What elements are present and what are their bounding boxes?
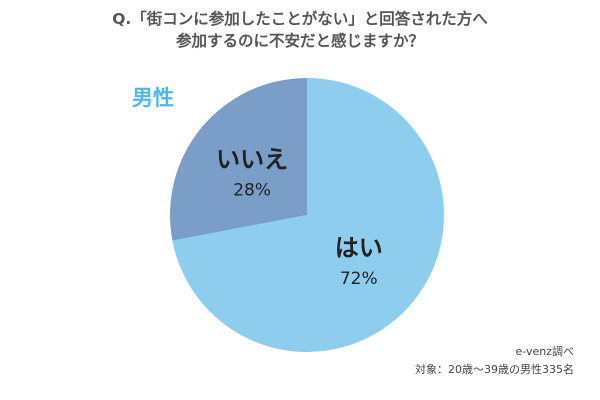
chart-title-line-1: Q.「街コンに参加したことがない」と回答された方へ: [112, 10, 488, 28]
source-note: e-venz調べ 対象：20歳〜39歳の男性335名: [415, 343, 574, 379]
pie-slice-no: [170, 78, 307, 241]
slice-value-yes: 72%: [340, 269, 378, 289]
slice-value-no: 28%: [233, 181, 271, 201]
slice-label-yes: はい: [335, 234, 383, 262]
source-line-2: 対象：20歳〜39歳の男性335名: [415, 363, 574, 376]
chart-title-line-2: 参加するのに不安だと感じますか？: [175, 32, 424, 50]
group-label: 男性: [132, 86, 174, 110]
chart-title: Q.「街コンに参加したことがない」と回答された方へ 参加するのに不安だと感じます…: [0, 8, 600, 52]
source-line-1: e-venz調べ: [515, 345, 574, 358]
slice-label-no: いいえ: [216, 146, 288, 174]
pie-slice-yes: [172, 78, 445, 353]
